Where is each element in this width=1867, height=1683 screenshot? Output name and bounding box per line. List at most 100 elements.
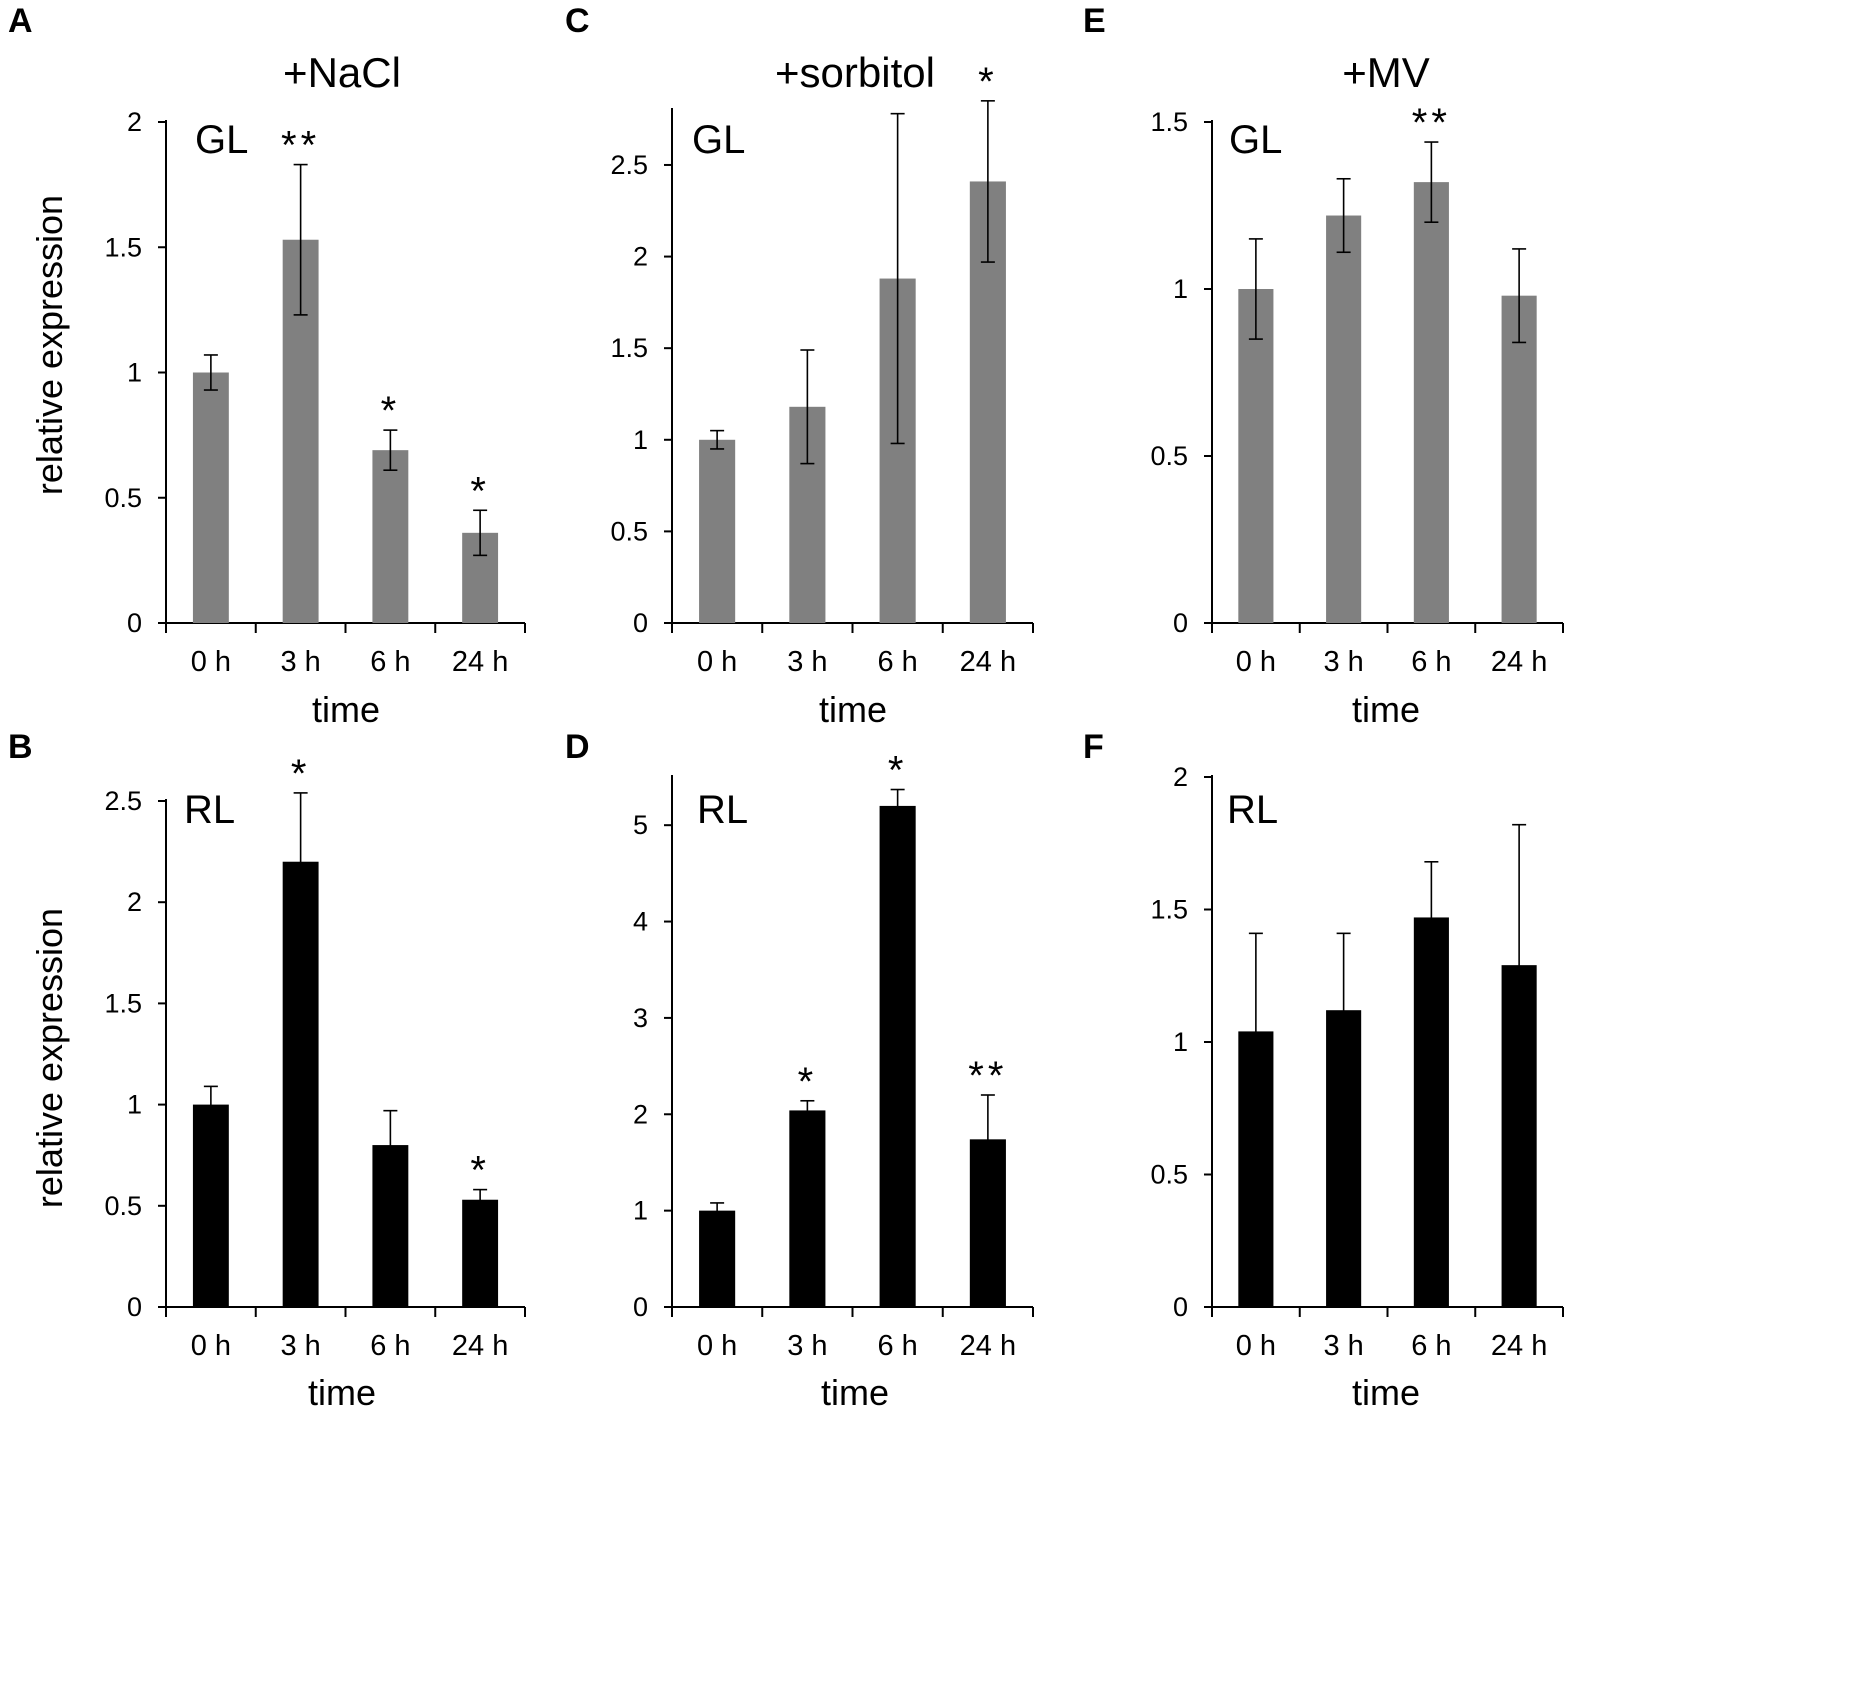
tissue-label: RL: [1227, 788, 1278, 832]
y-tick-label: 0.5: [104, 483, 142, 513]
bar-6h: [1413, 182, 1449, 623]
y-tick-label: 1: [127, 1090, 142, 1120]
panel-f: F RL 0 0.5 1 1.5 2 0 h 3 h 6 h 24 h time: [1083, 728, 1564, 1413]
significance-marker: *: [381, 389, 401, 433]
x-category-label: 6 h: [877, 1330, 917, 1362]
x-category-label: 24 h: [1491, 1330, 1547, 1362]
x-category-label: 6 h: [370, 646, 410, 678]
x-category-label: 24 h: [1491, 646, 1547, 678]
x-category-label: 0 h: [1236, 646, 1276, 678]
x-category-label: 6 h: [1411, 646, 1451, 678]
x-axis-label: time: [308, 1372, 376, 1413]
y-axis-label: relative expression: [29, 195, 70, 495]
y-tick-label: 1.5: [610, 333, 648, 363]
bar-0h: [192, 1104, 229, 1307]
y-tick-label: 1.5: [104, 232, 142, 262]
y-tick-label: 0: [633, 608, 648, 638]
tissue-label: GL: [692, 118, 745, 162]
x-category-label: 3 h: [787, 646, 827, 678]
x-category-label: 6 h: [1411, 1330, 1451, 1362]
y-tick-label: 4: [633, 907, 648, 937]
panel-c: C +sorbitol GL 0 0.5 1 1.5 2 2.5 0 h 3 h 6 h * 24 h ti…: [565, 2, 1034, 730]
y-tick-label: 3: [633, 1003, 648, 1033]
y-tick-label: 2.5: [610, 150, 648, 180]
tissue-label: GL: [1229, 118, 1282, 162]
panel-d: D RL 0 1 2 3 4 5 0 h * 3 h * 6 h ** 24 h time: [565, 728, 1034, 1413]
y-tick-label: 2: [633, 242, 648, 272]
x-category-label: 3 h: [280, 1330, 320, 1362]
panel-b: B RL 0 0.5 1 1.5 2 2.5 0 h * 3 h 6 h * 24 h time relati…: [8, 728, 526, 1413]
bar-0h: [1238, 289, 1274, 623]
tissue-label: RL: [184, 788, 235, 832]
x-category-label: 24 h: [960, 1330, 1016, 1362]
y-tick-label: 1: [1173, 274, 1188, 304]
bar-6h: [372, 450, 409, 623]
y-tick-label: 0.5: [1150, 441, 1188, 471]
bar-0h: [192, 372, 229, 623]
x-category-label: 24 h: [960, 646, 1016, 678]
significance-marker: **: [1412, 101, 1451, 145]
x-category-label: 6 h: [877, 646, 917, 678]
panel-letter: C: [565, 2, 590, 40]
y-tick-label: 5: [633, 810, 648, 840]
significance-marker: *: [888, 749, 908, 793]
y-tick-label: 0: [633, 1292, 648, 1322]
x-axis-label: time: [312, 689, 380, 730]
bar-6h: [1413, 917, 1449, 1307]
significance-marker: *: [470, 469, 490, 513]
bar-3h: [282, 861, 319, 1307]
panel-letter: D: [565, 728, 590, 766]
bar-0h: [699, 439, 736, 623]
panel-letter: A: [8, 2, 33, 40]
x-category-label: 0 h: [697, 1330, 737, 1362]
x-category-label: 0 h: [191, 1330, 231, 1362]
significance-marker: *: [978, 60, 998, 104]
chart-title: +NaCl: [283, 49, 401, 96]
y-tick-label: 1.5: [1150, 107, 1188, 137]
tissue-label: GL: [195, 118, 248, 162]
x-category-label: 0 h: [1236, 1330, 1276, 1362]
x-category-label: 3 h: [787, 1330, 827, 1362]
y-tick-label: 1: [1173, 1027, 1188, 1057]
panel-a: A +NaCl GL 0 0.5 1 1.5 2 0 h ** 3 h * 6 h * 24 h time re…: [8, 2, 526, 730]
y-axis-label: relative expression: [29, 908, 70, 1208]
chart-title: +MV: [1342, 49, 1430, 96]
significance-marker: **: [281, 124, 320, 168]
bar-0h: [699, 1210, 736, 1307]
bar-3h: [789, 1110, 826, 1307]
x-category-label: 6 h: [370, 1330, 410, 1362]
x-category-label: 24 h: [452, 1330, 508, 1362]
y-tick-label: 1: [127, 358, 142, 388]
significance-marker: **: [968, 1054, 1007, 1098]
x-category-label: 3 h: [280, 646, 320, 678]
y-tick-label: 0.5: [610, 516, 648, 546]
x-category-label: 3 h: [1323, 646, 1363, 678]
panel-e: E +MV GL 0 0.5 1 1.5 0 h 3 h ** 6 h 24 h time: [1083, 2, 1564, 730]
bar-6h: [879, 805, 916, 1307]
significance-marker: *: [470, 1149, 490, 1193]
significance-marker: *: [291, 752, 311, 796]
y-tick-label: 2: [633, 1099, 648, 1129]
panel-letter: B: [8, 728, 33, 766]
y-tick-label: 0.5: [104, 1191, 142, 1221]
panel-letter: F: [1083, 728, 1104, 766]
x-category-label: 0 h: [697, 646, 737, 678]
bar-24h: [462, 1199, 499, 1307]
y-tick-label: 0: [1173, 1292, 1188, 1322]
x-category-label: 3 h: [1323, 1330, 1363, 1362]
y-tick-label: 1.5: [1150, 895, 1188, 925]
x-axis-label: time: [1352, 1372, 1420, 1413]
y-tick-label: 0: [1173, 608, 1188, 638]
y-tick-label: 0.5: [1150, 1160, 1188, 1190]
y-tick-label: 0: [127, 1292, 142, 1322]
x-axis-label: time: [819, 689, 887, 730]
y-tick-label: 2: [1173, 762, 1188, 792]
y-tick-label: 2.5: [104, 786, 142, 816]
bar-3h: [1326, 215, 1362, 623]
y-tick-label: 1.5: [104, 988, 142, 1018]
y-tick-label: 1: [633, 425, 648, 455]
bar-24h: [1501, 295, 1537, 623]
significance-marker: *: [798, 1060, 818, 1104]
y-tick-label: 0: [127, 608, 142, 638]
